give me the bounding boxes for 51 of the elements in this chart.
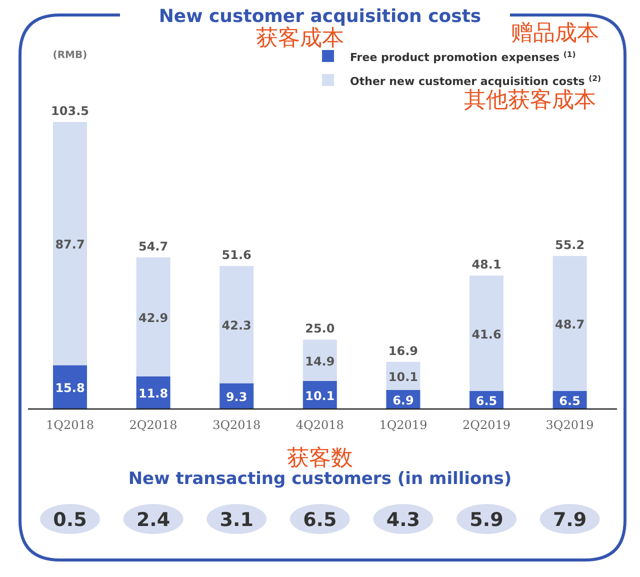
bar [302,340,337,381]
data-label: 14.9 [305,354,335,368]
data-label: 4.3 [386,509,420,531]
data-label: 5.9 [470,509,504,531]
x-tick-label: 3Q2019 [546,418,594,432]
x-tick-label: 2Q2019 [462,418,511,432]
text: 其他获客成本 [464,88,596,113]
bar [552,256,587,391]
data-label: 7.9 [552,509,587,531]
x-tick-label: 3Q2018 [212,418,261,432]
total-label: 48.1 [472,258,502,272]
legend-label: Free product promotion expenses $^{(1)}$ [350,50,576,64]
text: 获客成本 [256,26,344,51]
data-label: 42.3 [222,318,252,333]
total-label: 51.6 [222,248,252,262]
bar [470,276,504,391]
data-label: 6.5 [476,394,498,408]
data-label: 0.5 [53,509,87,531]
total-label: 16.9 [388,344,418,358]
x-tick-label: 1Q2018 [46,418,94,432]
data-label: 2.4 [136,509,170,531]
bar [53,365,87,409]
text: 获客数 [287,446,353,471]
text: New transacting customers (in millions) [128,469,512,489]
total-label: 103.5 [51,104,89,118]
data-label: 11.8 [138,386,168,401]
bar [220,266,254,384]
data-label: 10.1 [388,370,418,384]
legend-label: Other new customer acquisition costs $^{(2)}$ [350,74,601,88]
total-label: 54.7 [138,239,168,254]
total-label: 55.2 [554,238,585,252]
data-label: 6.5 [559,394,580,408]
y-axis-title: (RMB) [52,50,88,61]
data-label: 87.7 [55,238,85,252]
data-label: 48.7 [554,317,585,332]
chart-title: New customer acquisition costs [158,6,482,27]
bar [136,257,170,376]
total-label: 25.0 [305,322,335,336]
x-tick-label: 1Q2019 [379,418,428,432]
data-label: 6.5 [303,509,337,531]
data-label: 42.9 [138,310,168,325]
text: 赠品成本 [511,21,599,46]
x-tick-label: 4Q2018 [296,418,344,432]
data-label: 9.3 [226,390,248,404]
data-label: 15.8 [55,381,85,396]
data-label: 10.1 [305,388,335,403]
data-label: 41.6 [472,327,502,342]
x-tick-label: 2Q2018 [129,418,178,432]
data-label: 3.1 [220,509,254,531]
bar [53,122,87,366]
data-label: 6.9 [392,393,414,408]
